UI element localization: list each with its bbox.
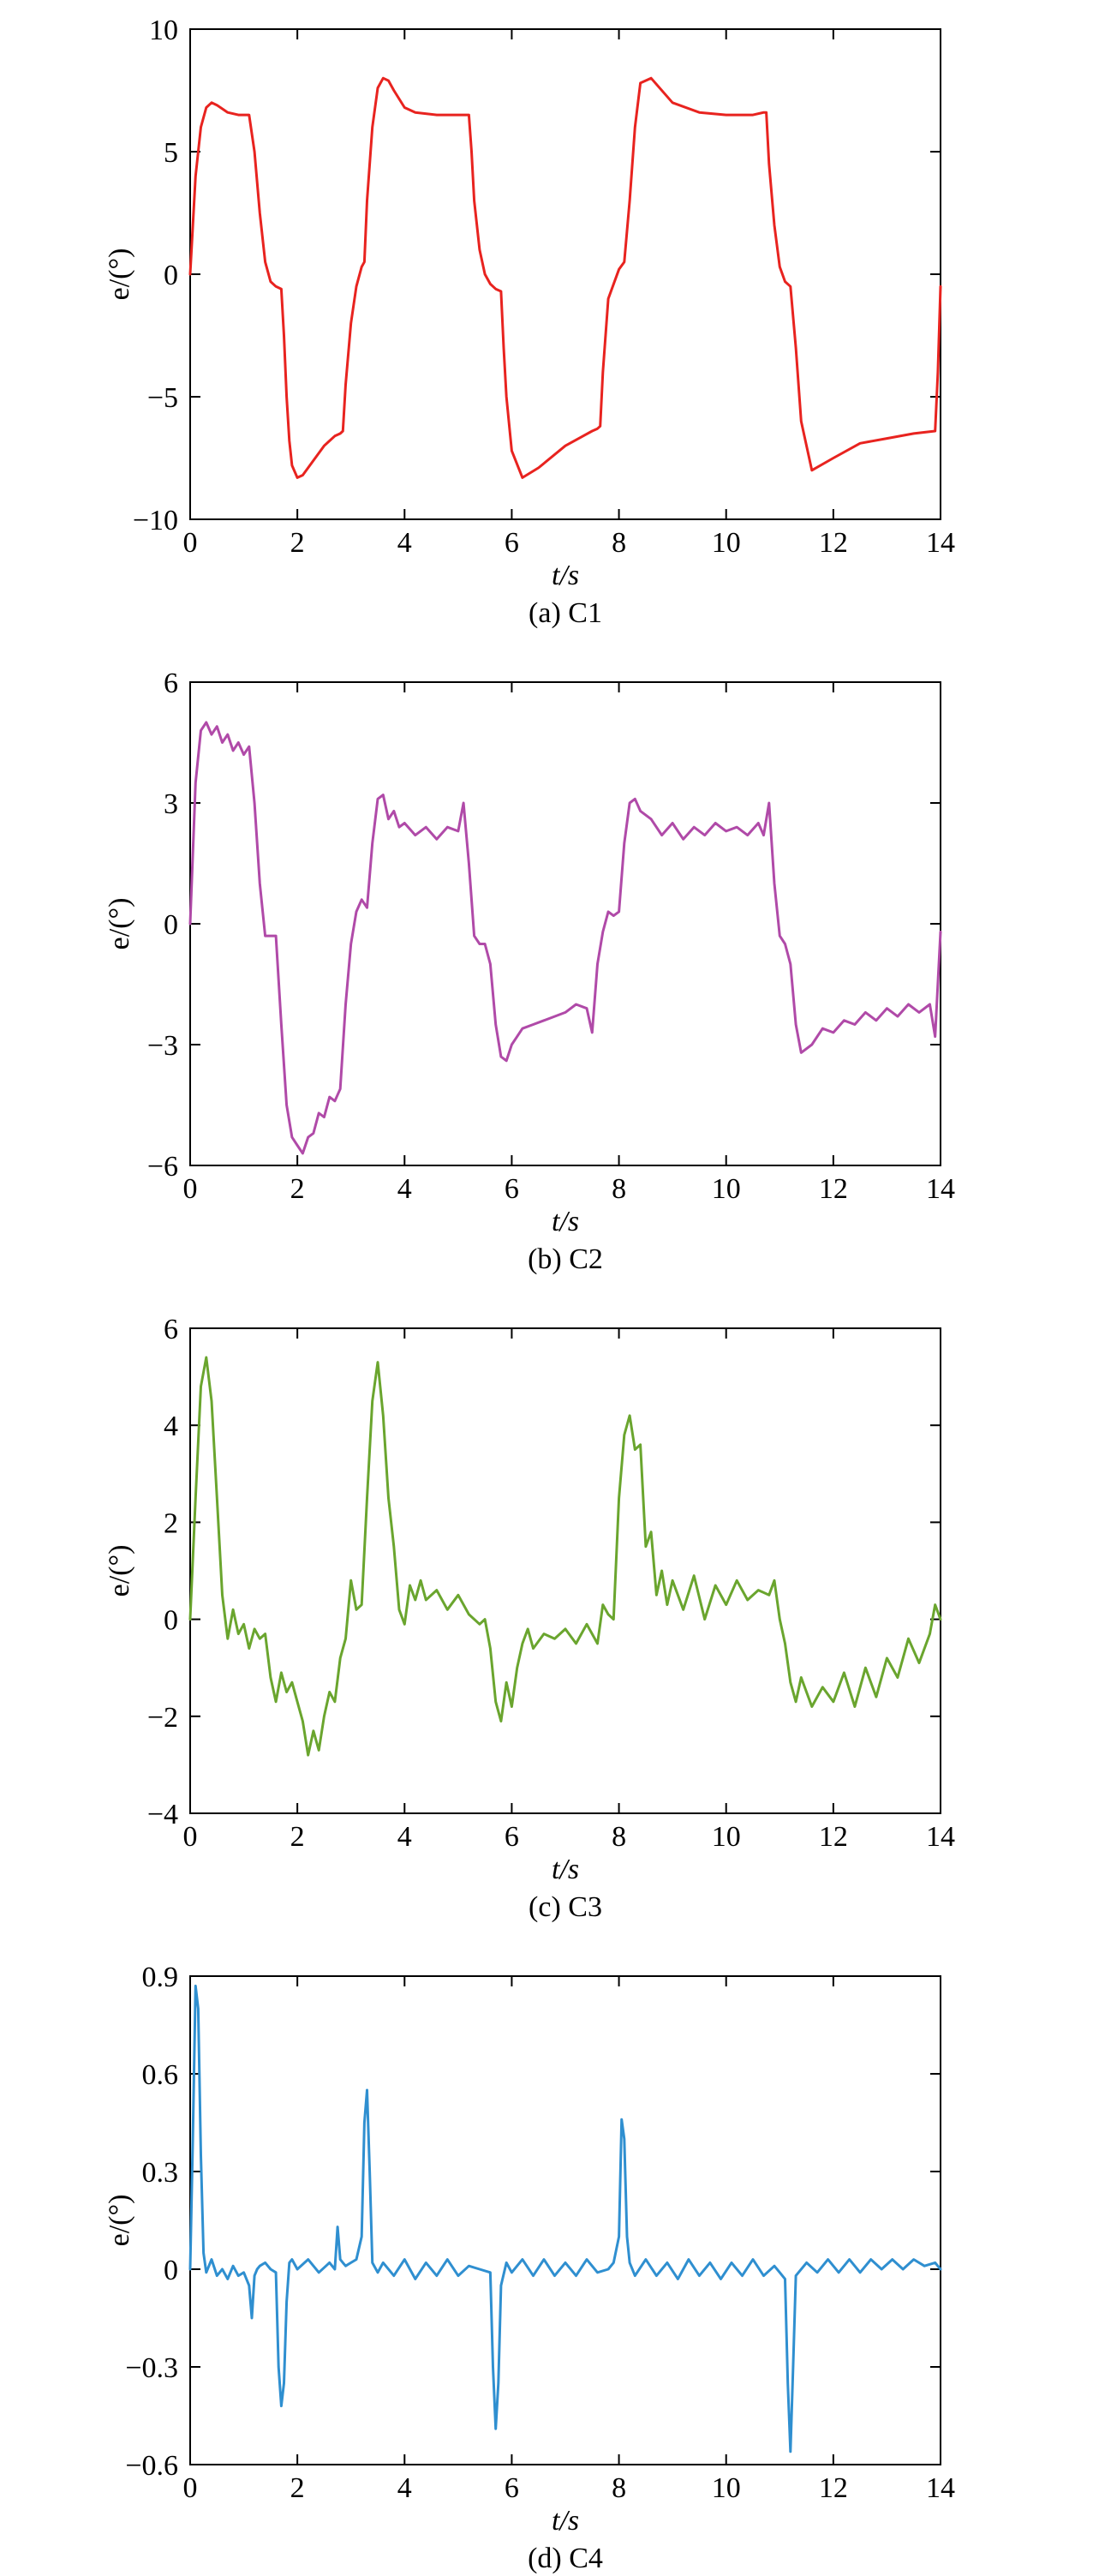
y-tick-label: 0.6 bbox=[142, 2059, 179, 2091]
y-tick-label: 10 bbox=[149, 15, 178, 46]
series-line bbox=[188, 1356, 942, 1757]
y-tick-label: 0 bbox=[164, 260, 178, 291]
y-tick-label: 4 bbox=[164, 1411, 178, 1442]
y-tick-label: −3 bbox=[147, 1030, 178, 1062]
x-tick-label: 12 bbox=[819, 1173, 848, 1205]
y-axis-label: e/(°) bbox=[104, 898, 135, 950]
chart-panel-4: 0 2 4 6 8 10 12 14 −0.6 −0.3 0 0.3 0.6 0.9 t/s e/(°) (d)… bbox=[104, 1962, 955, 2574]
y-tick-label: −5 bbox=[147, 382, 178, 414]
x-tick-label: 2 bbox=[290, 1173, 305, 1205]
y-tick-label: −10 bbox=[133, 505, 178, 536]
plot-frame bbox=[189, 1327, 941, 1814]
y-tick-label: 6 bbox=[164, 1314, 178, 1345]
chart-panel-1: 0 2 4 6 8 10 12 14 −10 −5 0 5 10 t/s e/(°) (a) C1 bbox=[104, 15, 955, 629]
x-tick-label: 6 bbox=[505, 2472, 519, 2504]
x-tick-label: 8 bbox=[612, 1173, 626, 1205]
x-tick-label: 8 bbox=[612, 1821, 626, 1853]
x-tick-label: 0 bbox=[183, 1173, 198, 1205]
y-tick-label: −6 bbox=[147, 1151, 178, 1183]
x-tick-label: 2 bbox=[290, 527, 305, 559]
plot-frame bbox=[189, 681, 941, 1166]
x-tick-label: 4 bbox=[397, 527, 412, 559]
x-tick-label: 8 bbox=[612, 2472, 626, 2504]
chart-panel-3: 0 2 4 6 8 10 12 14 −4 −2 0 2 4 6 t/s e/(°) (c) C3 bbox=[104, 1314, 955, 1923]
x-tick-label: 10 bbox=[712, 1173, 741, 1205]
y-tick-label: 0 bbox=[164, 2255, 178, 2286]
y-tick-label: 0 bbox=[164, 1605, 178, 1637]
x-tick-label: 2 bbox=[290, 2472, 305, 2504]
y-axis-label: e/(°) bbox=[104, 249, 135, 301]
y-tick-label: 0 bbox=[164, 909, 178, 941]
x-tick-label: 4 bbox=[397, 1173, 412, 1205]
x-tick-label: 14 bbox=[926, 1821, 955, 1853]
x-tick-label: 6 bbox=[505, 1173, 519, 1205]
y-tick-label: −0.6 bbox=[125, 2450, 178, 2482]
chart-panel-2: 0 2 4 6 8 10 12 14 −6 −3 0 3 6 t/s e/(°) (b) C2 bbox=[104, 668, 955, 1275]
x-tick-label: 0 bbox=[183, 2472, 198, 2504]
y-tick-label: 5 bbox=[164, 137, 178, 169]
x-tick-label: 12 bbox=[819, 527, 848, 559]
x-axis-label: t/s bbox=[552, 2505, 579, 2537]
series-line bbox=[188, 721, 942, 1155]
x-tick-label: 12 bbox=[819, 1821, 848, 1853]
y-axis-label: e/(°) bbox=[104, 2195, 135, 2247]
x-tick-label: 10 bbox=[712, 2472, 741, 2504]
x-tick-label: 4 bbox=[397, 2472, 412, 2504]
y-tick-label: 0.9 bbox=[142, 1962, 179, 1993]
y-tick-label: 3 bbox=[164, 788, 178, 820]
x-tick-label: 8 bbox=[612, 527, 626, 559]
x-tick-label: 0 bbox=[183, 1821, 198, 1853]
x-tick-label: 10 bbox=[712, 527, 741, 559]
x-tick-label: 14 bbox=[926, 1173, 955, 1205]
plot-frame bbox=[189, 1975, 941, 2465]
x-axis-label: t/s bbox=[552, 1854, 579, 1885]
x-tick-label: 10 bbox=[712, 1821, 741, 1853]
series-line bbox=[188, 76, 942, 479]
series-line bbox=[188, 1984, 942, 2453]
y-tick-label: 0.3 bbox=[142, 2157, 179, 2189]
y-tick-label: −0.3 bbox=[125, 2352, 178, 2384]
x-tick-label: 2 bbox=[290, 1821, 305, 1853]
x-tick-label: 6 bbox=[505, 1821, 519, 1853]
x-tick-label: 12 bbox=[819, 2472, 848, 2504]
x-axis-label: t/s bbox=[552, 560, 579, 591]
x-tick-label: 14 bbox=[926, 2472, 955, 2504]
x-axis-label: t/s bbox=[552, 1206, 579, 1237]
chart-caption: (b) C2 bbox=[528, 1243, 603, 1275]
chart-caption: (c) C3 bbox=[529, 1891, 602, 1923]
chart-caption: (d) C4 bbox=[528, 2543, 603, 2574]
y-tick-label: −2 bbox=[147, 1702, 178, 1734]
y-tick-label: 6 bbox=[164, 668, 178, 699]
chart-caption: (a) C1 bbox=[529, 597, 602, 629]
x-tick-label: 4 bbox=[397, 1821, 412, 1853]
y-axis-label: e/(°) bbox=[104, 1545, 135, 1597]
x-tick-label: 6 bbox=[505, 527, 519, 559]
y-tick-label: 2 bbox=[164, 1507, 178, 1539]
y-tick-label: −4 bbox=[147, 1799, 178, 1830]
x-tick-label: 14 bbox=[926, 527, 955, 559]
x-tick-label: 0 bbox=[183, 527, 198, 559]
